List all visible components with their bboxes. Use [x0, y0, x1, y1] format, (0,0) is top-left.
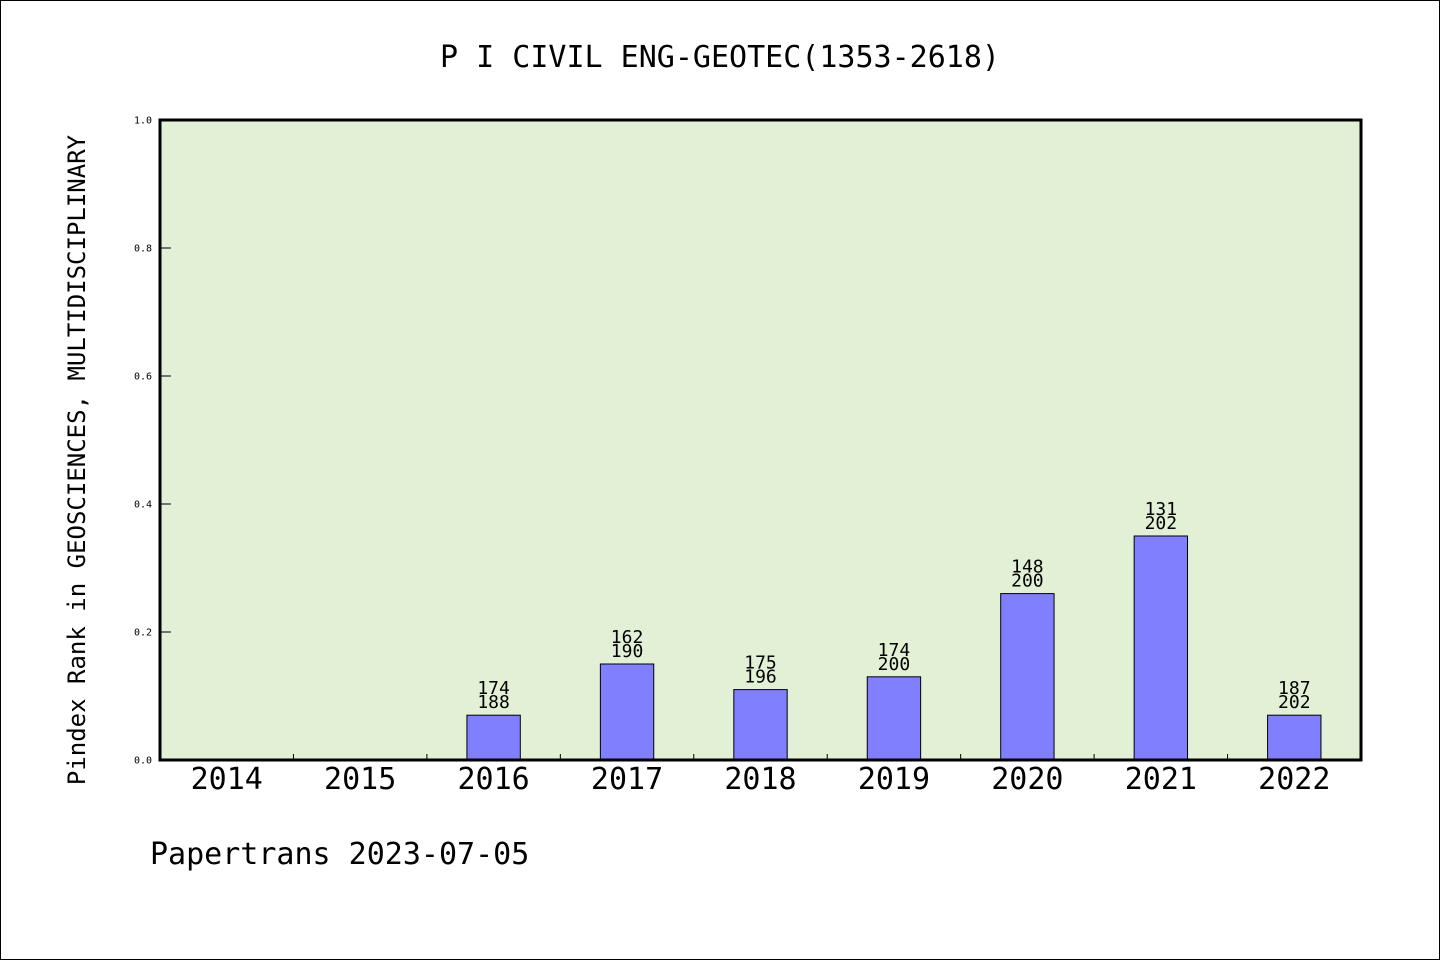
- y-axis-label: Pindex Rank in GEOSCIENCES, MULTIDISCIPL…: [63, 134, 91, 785]
- bar-2018: [733, 689, 788, 761]
- x-tick-label-2022: 2022: [1258, 762, 1330, 797]
- bar-total-label-2019: 200: [878, 654, 911, 675]
- bar-rank-label-2017: 162: [611, 627, 644, 648]
- bar-2017: [599, 663, 655, 761]
- bar-2022: [1267, 714, 1322, 761]
- x-tick-label-2019: 2019: [858, 762, 930, 797]
- footer-text: Papertrans 2023-07-05: [150, 837, 529, 872]
- bar-2016: [466, 714, 521, 761]
- bar-rank-label-2016: 174: [477, 678, 510, 699]
- plot-border: [158, 118, 1363, 762]
- bar-total-label-2017: 190: [611, 641, 644, 662]
- y-tick-label-0.8: 0.8: [134, 244, 152, 255]
- x-tick-label-2017: 2017: [591, 762, 663, 797]
- bars-layer: 1741881621901751961742001482001312021872…: [466, 499, 1322, 761]
- bar-rank-label-2019: 174: [878, 640, 911, 661]
- y-tick-label-0.6: 0.6: [134, 372, 152, 383]
- x-tick-label-2014: 2014: [191, 762, 263, 797]
- x-tick-label-2018: 2018: [724, 762, 796, 797]
- x-tick-label-2020: 2020: [991, 762, 1063, 797]
- bar-total-label-2022: 202: [1278, 692, 1311, 713]
- x-tick-label-2021: 2021: [1125, 762, 1197, 797]
- ticks-layer: 2014 2015 2016 2017 2018 2019 2020 2021 2022 0.0 0…: [134, 116, 1330, 798]
- bar-rank-label-2022: 187: [1278, 678, 1311, 699]
- y-tick-label-0.0: 0.0: [134, 756, 152, 767]
- x-tick-label-2015: 2015: [324, 762, 396, 797]
- y-tick-label-0.2: 0.2: [134, 628, 152, 639]
- bar-total-label-2016: 188: [477, 692, 510, 713]
- bar-2019: [866, 676, 922, 761]
- x-tick-label-2016: 2016: [457, 762, 529, 797]
- chart-title: P I CIVIL ENG-GEOTEC(1353-2618): [440, 40, 1000, 75]
- bar-total-label-2018: 196: [744, 667, 777, 688]
- bar-total-label-2020: 200: [1011, 571, 1044, 592]
- y-tick-label-0.4: 0.4: [134, 500, 152, 511]
- y-tick-label-1.0: 1.0: [134, 116, 152, 127]
- bar-rank-label-2021: 131: [1145, 499, 1178, 520]
- bar-rank-label-2018: 175: [744, 653, 777, 674]
- bar-total-label-2021: 202: [1145, 513, 1178, 534]
- bar-rank-label-2020: 148: [1011, 557, 1044, 578]
- bar-2020: [1000, 593, 1055, 761]
- bar-2021: [1133, 535, 1189, 761]
